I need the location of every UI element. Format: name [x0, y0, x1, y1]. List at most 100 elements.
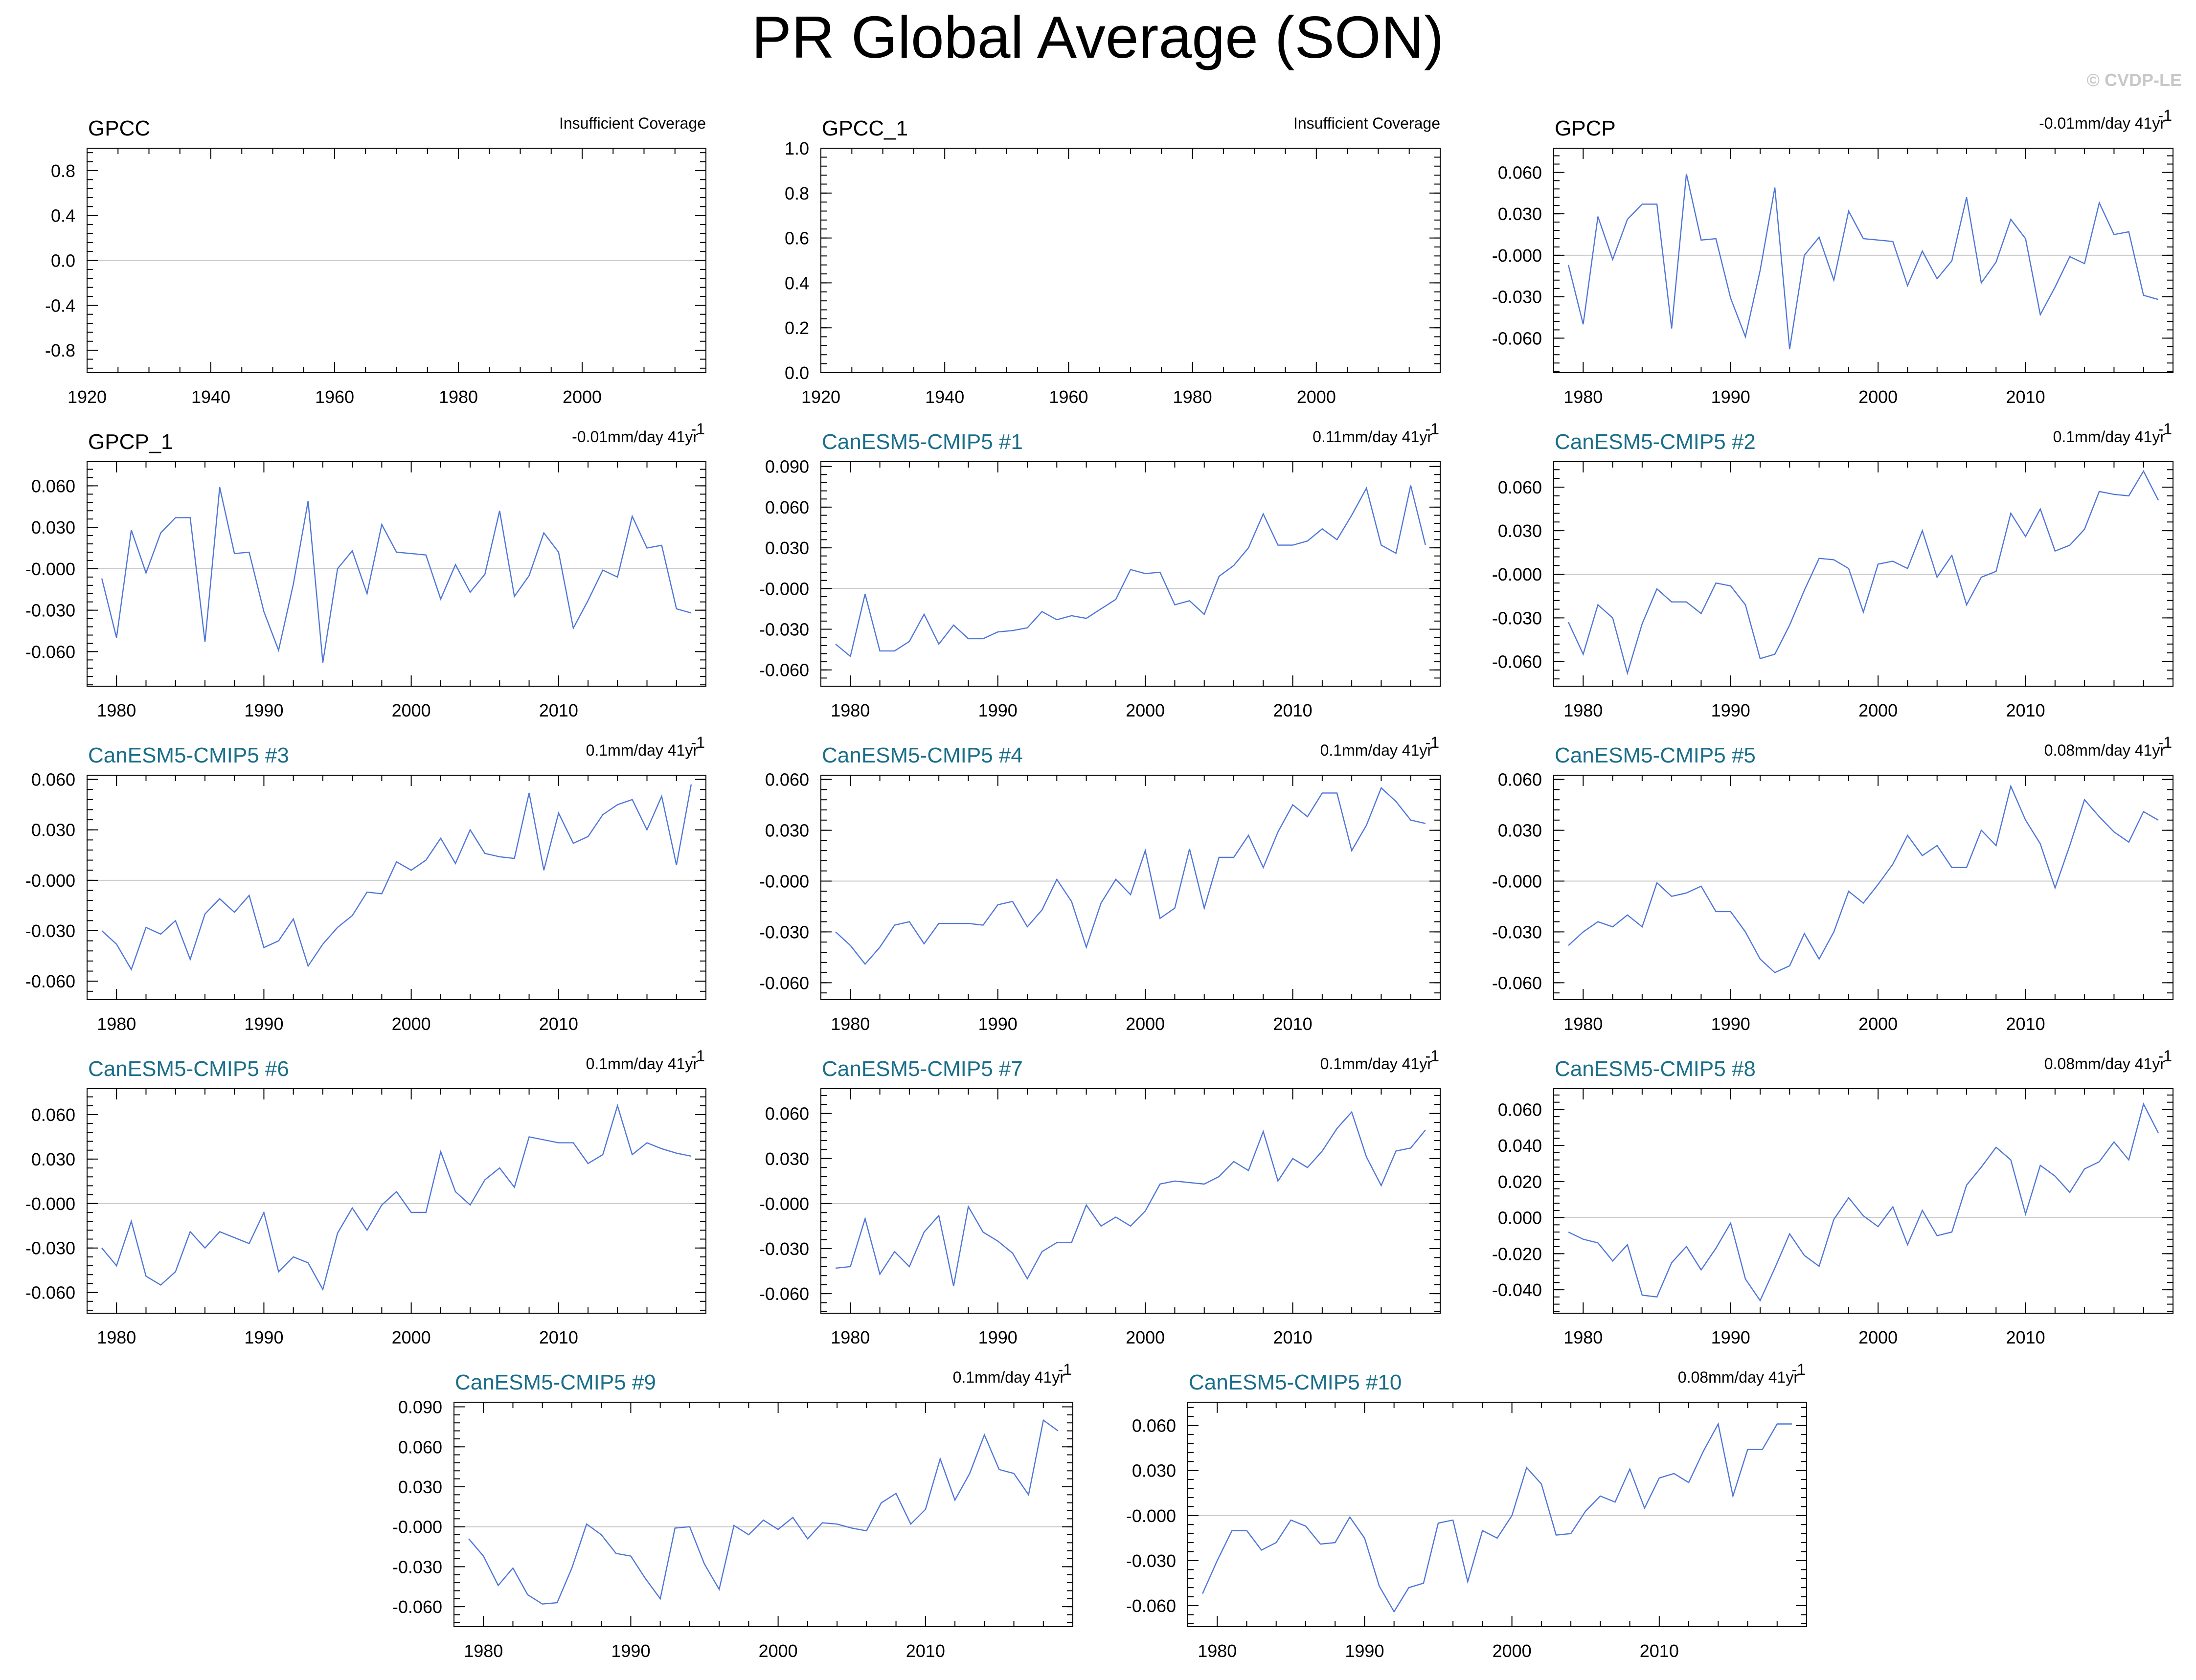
x-tick-label: 1980 — [1198, 1641, 1237, 1661]
series-line — [468, 1419, 1059, 1605]
x-tick-label: 1980 — [1563, 387, 1603, 407]
trend-annotation: Insufficient Coverage — [559, 114, 706, 132]
panel-12: 1980 1990 2000 2010 0.060 0.040 0.020 0.000 -0.0… — [1492, 1047, 2173, 1347]
trend-superscript: -1 — [1426, 1047, 1439, 1065]
y-tick-label: 0.060 — [1498, 1099, 1542, 1120]
series-line — [1202, 1422, 1792, 1613]
x-tick-label: 1990 — [244, 1014, 283, 1034]
y-tick-label: 0.060 — [1498, 477, 1542, 497]
y-tick-label: -0.030 — [1492, 608, 1542, 628]
trend-annotation: 0.08mm/day 41yr — [1678, 1368, 1799, 1386]
x-tick-label: 1980 — [831, 1014, 870, 1034]
x-tick-label: 2010 — [2006, 1327, 2045, 1347]
plot-frame — [820, 775, 1441, 1000]
y-tick-label: -0.000 — [759, 1194, 809, 1214]
x-tick-label: 1990 — [611, 1641, 650, 1661]
panel-title: CanESM5-CMIP5 #4 — [822, 743, 1023, 767]
panel-title: CanESM5-CMIP5 #8 — [1555, 1057, 1756, 1081]
y-tick-label: 0.8 — [785, 183, 809, 203]
x-tick-label: 1990 — [1711, 387, 1750, 407]
trend-superscript: -1 — [691, 420, 705, 438]
y-tick-label: -0.000 — [759, 872, 809, 892]
y-tick-label: 0.060 — [31, 770, 75, 790]
y-tick-label: -0.000 — [1492, 246, 1542, 266]
panel-3: 1980 1990 2000 2010 0.060 0.030 -0.000 -0.030 -0… — [1492, 107, 2173, 407]
plot-frame — [1553, 1088, 2173, 1314]
panel-title: GPCP — [1555, 116, 1616, 140]
x-tick-label: 2000 — [1493, 1641, 1532, 1661]
x-tick-label: 1990 — [1345, 1641, 1384, 1661]
y-tick-label: 0.060 — [1498, 162, 1542, 182]
trend-annotation: 0.1mm/day 41yr — [1320, 1055, 1433, 1073]
y-tick-label: 0.8 — [51, 161, 75, 181]
series-line — [1568, 784, 2159, 974]
x-tick-label: 2000 — [1858, 1327, 1898, 1347]
trend-superscript: -1 — [2158, 107, 2172, 124]
y-tick-label: 0.4 — [785, 273, 809, 293]
series-line — [835, 786, 1426, 965]
x-tick-label: 1940 — [925, 387, 964, 407]
copyright-text: © CVDP-LE — [2086, 70, 2182, 90]
plot-frame — [87, 775, 706, 1000]
x-tick-label: 2000 — [1858, 387, 1898, 407]
x-tick-label: 1980 — [97, 1014, 136, 1034]
y-tick-label: 0.020 — [1498, 1172, 1542, 1192]
x-tick-label: 2000 — [392, 1327, 431, 1347]
panel-7: 1980 1990 2000 2010 0.060 0.030 -0.000 -0.030 -0… — [25, 734, 706, 1034]
y-tick-label: 0.0 — [785, 363, 809, 383]
y-tick-label: -0.000 — [1492, 872, 1542, 892]
x-tick-label: 2010 — [2006, 1014, 2045, 1034]
panel-9: 1980 1990 2000 2010 0.060 0.030 -0.000 -0.030 -0… — [1492, 734, 2173, 1034]
x-tick-label: 1990 — [1711, 700, 1750, 720]
x-tick-label: 1980 — [831, 1327, 870, 1347]
y-tick-label: -0.060 — [759, 1284, 809, 1304]
panel-11: 1980 1990 2000 2010 0.060 0.030 -0.000 -0.030 -0… — [759, 1047, 1441, 1347]
y-tick-label: -0.060 — [1126, 1596, 1176, 1616]
panel-8: 1980 1990 2000 2010 0.060 0.030 -0.000 -0.030 -0… — [759, 734, 1441, 1034]
panel-title: CanESM5-CMIP5 #1 — [822, 430, 1023, 454]
x-tick-label: 2000 — [1297, 387, 1336, 407]
plot-frame — [820, 461, 1441, 687]
trend-annotation: Insufficient Coverage — [1293, 114, 1440, 132]
x-tick-label: 1990 — [244, 700, 283, 720]
trend-annotation: 0.11mm/day 41yr — [1313, 428, 1432, 446]
trend-superscript: -1 — [2158, 734, 2172, 751]
trend-superscript: -1 — [1426, 420, 1439, 438]
panel-2: 1920 1940 1960 1980 2000 1.0 0.8 0.6 0.4 0.2 0.0 GP… — [785, 114, 1441, 407]
x-tick-label: 2010 — [1273, 1327, 1313, 1347]
y-tick-label: -0.030 — [25, 1238, 75, 1258]
x-tick-label: 1920 — [801, 387, 840, 407]
y-tick-label: 0.030 — [765, 538, 809, 558]
y-tick-label: -0.000 — [25, 559, 75, 579]
y-tick-label: 0.030 — [1498, 821, 1542, 841]
panel-title: GPCC — [88, 116, 150, 140]
x-tick-label: 1980 — [1563, 1014, 1603, 1034]
x-tick-label: 2000 — [1126, 1014, 1165, 1034]
y-tick-label: -0.060 — [759, 660, 809, 680]
y-tick-label: 0.6 — [785, 228, 809, 248]
y-tick-label: -0.060 — [25, 1283, 75, 1303]
y-tick-label: 0.040 — [1498, 1136, 1542, 1156]
y-tick-label: 0.030 — [31, 820, 75, 840]
y-tick-label: -0.060 — [25, 971, 75, 991]
x-tick-label: 2000 — [759, 1641, 798, 1661]
trend-superscript: -1 — [691, 1047, 705, 1065]
trend-annotation: -0.01mm/day 41yr — [2039, 114, 2165, 132]
y-tick-label: 0.4 — [51, 206, 75, 226]
y-tick-label: -0.030 — [759, 620, 809, 640]
x-tick-label: 2000 — [1858, 700, 1898, 720]
x-tick-label: 1990 — [978, 1327, 1018, 1347]
series-line — [1568, 1102, 2159, 1302]
y-tick-label: 0.030 — [765, 1149, 809, 1169]
series-line — [101, 1103, 692, 1291]
panel-title: CanESM5-CMIP5 #9 — [455, 1370, 656, 1394]
trend-annotation: 0.1mm/day 41yr — [586, 741, 699, 759]
y-tick-label: 0.030 — [31, 517, 75, 538]
x-tick-label: 1980 — [1173, 387, 1212, 407]
y-tick-label: -0.030 — [759, 1239, 809, 1259]
plot-frame — [1187, 1402, 1807, 1627]
trend-superscript: -1 — [2158, 420, 2172, 438]
y-tick-label: -0.030 — [1492, 922, 1542, 942]
y-tick-label: 0.060 — [765, 497, 809, 517]
